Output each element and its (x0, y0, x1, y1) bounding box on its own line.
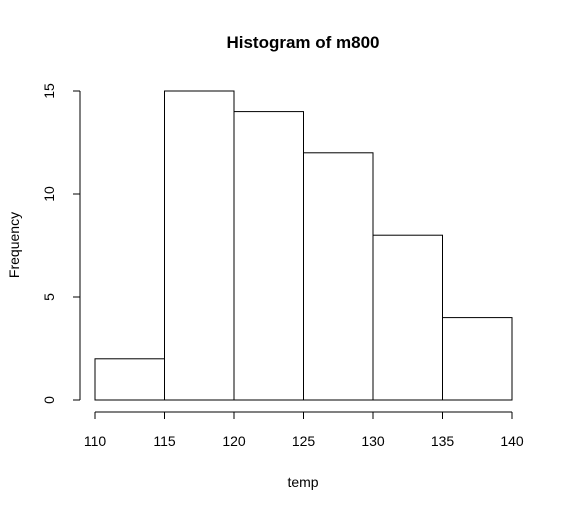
x-tick-label: 115 (153, 433, 176, 449)
chart-title: Histogram of m800 (226, 33, 379, 52)
histogram-bar-115-120 (164, 90, 235, 401)
y-axis: 0 5 10 15 (41, 83, 81, 404)
x-axis-label: temp (287, 474, 318, 490)
histogram-bar-135-140 (442, 317, 513, 401)
x-tick-label: 135 (431, 433, 455, 449)
y-axis-label: Frequency (6, 212, 22, 278)
y-tick-label: 0 (41, 396, 57, 404)
histogram-bar-130-135 (372, 234, 443, 401)
x-tick-label: 130 (361, 433, 385, 449)
histogram-bar-120-125 (233, 111, 304, 401)
x-tick-label: 140 (500, 433, 524, 449)
x-tick-label: 125 (292, 433, 316, 449)
y-tick-label: 5 (41, 293, 57, 301)
x-tick-label: 110 (84, 433, 107, 449)
histogram-bar-110-115 (94, 358, 165, 401)
bars-group (94, 90, 513, 401)
x-axis: 110 115 120 125 130 135 140 (84, 411, 524, 449)
x-tick-label: 120 (222, 433, 246, 449)
histogram-bar-125-130 (303, 152, 374, 401)
y-tick-label: 10 (41, 186, 57, 202)
y-tick-label: 15 (41, 83, 57, 99)
